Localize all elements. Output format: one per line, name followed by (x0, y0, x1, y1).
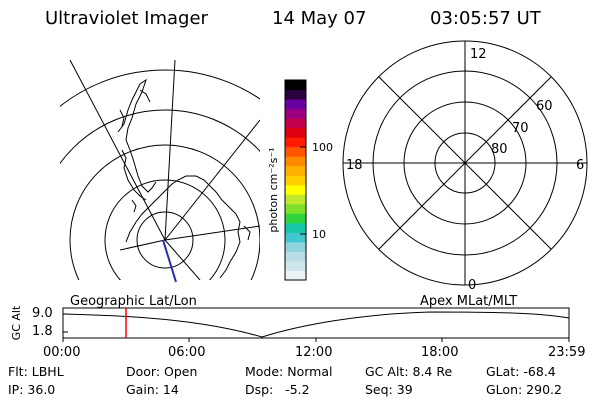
altitude-curve (62, 311, 570, 338)
colorbar-segment (285, 222, 306, 233)
coastline-peninsula (125, 195, 161, 243)
status-filter: Flt: LBHL (8, 364, 64, 379)
status-door: Door: Open (126, 364, 198, 379)
coastline-south-america (117, 78, 157, 193)
apex-label: Apex MLat/MLT (420, 294, 518, 309)
status-gc-alt: GC Alt: 8.4 Re (365, 364, 453, 379)
meridian-line (164, 119, 260, 241)
colorbar-segment (285, 165, 306, 176)
coastline-island (243, 225, 251, 241)
colorbar-segment (285, 80, 306, 91)
x-tick-1800: 18:00 (421, 345, 459, 360)
lat-circle (60, 69, 260, 107)
colorbar-segment (285, 108, 306, 119)
coastline (121, 149, 147, 201)
strip-axis-title: GC Alt (10, 305, 23, 340)
lat-circle (136, 211, 194, 269)
coastline-island (119, 109, 125, 127)
x-tick-1200: 12:00 (295, 345, 333, 360)
polar-label-0: 0 (468, 278, 476, 293)
x-tick-2359: 23:59 (548, 345, 586, 360)
meridian-line (69, 59, 166, 241)
satellite-track (162, 239, 177, 283)
strip-y-top: 9.0 (32, 306, 53, 321)
colorbar-segment (285, 118, 306, 129)
lat-circle (104, 179, 226, 280)
time-label: 03:05:57 UT (430, 8, 541, 29)
status-gain: Gain: 14 (126, 382, 179, 397)
geographic-label: Geographic Lat/Lon (70, 294, 197, 309)
colorbar-segment (285, 194, 306, 205)
date-label: 14 May 07 (272, 8, 367, 29)
meridian-line (164, 225, 260, 241)
meridian-line (164, 239, 201, 280)
colorbar-tick-10: 10 (312, 228, 326, 241)
polar-plot (342, 40, 588, 286)
colorbar-segment (285, 175, 306, 186)
lat-circle (69, 144, 260, 280)
colorbar-tick-100: 100 (312, 141, 333, 154)
meridian-line (164, 59, 176, 241)
colorbar-segment (285, 251, 306, 262)
colorbar-segment (285, 260, 306, 271)
colorbar-segment (285, 156, 306, 167)
status-seq: Seq: 39 (365, 382, 413, 397)
polar-ring-label-70: 70 (512, 121, 529, 136)
instrument-title: Ultraviolet Imager (45, 8, 208, 29)
colorbar-segment (285, 184, 306, 195)
geographic-map (60, 59, 260, 283)
status-mode: Mode: Normal (245, 364, 333, 379)
coastline-island (139, 89, 151, 103)
coastline-antarctica (159, 175, 241, 279)
polar-label-12: 12 (470, 47, 487, 62)
status-glon: GLon: 290.2 (486, 382, 562, 397)
meridian-line (119, 239, 166, 251)
x-tick-0000: 00:00 (43, 345, 81, 360)
colorbar-segment (285, 270, 306, 281)
colorbar-segment (285, 213, 306, 224)
colorbar-segment (285, 127, 306, 138)
colorbar-segment (285, 232, 306, 243)
polar-label-18: 18 (346, 158, 363, 173)
altitude-strip: GC Alt (10, 305, 570, 342)
coastline-island (131, 199, 137, 213)
polar-diagonal (378, 76, 552, 250)
strip-y-bottom: 1.8 (32, 324, 53, 339)
status-dsp: Dsp: -5.2 (245, 382, 310, 397)
colorbar-unit-label: photon cm⁻²s⁻¹ (267, 147, 280, 232)
x-tick-0600: 06:00 (168, 345, 206, 360)
colorbar-segment (285, 99, 306, 110)
colorbar: 100 10 photon cm⁻²s⁻¹ (267, 79, 333, 281)
colorbar-segment (285, 89, 306, 100)
colorbar-segment (285, 241, 306, 252)
polar-ring-label-60: 60 (536, 99, 553, 114)
status-ip: IP: 36.0 (8, 382, 56, 397)
lat-circle (60, 109, 260, 165)
status-glat: GLat: -68.4 (486, 364, 556, 379)
colorbar-segment (285, 146, 306, 157)
colorbar-segment (285, 203, 306, 214)
colorbar-segment (285, 137, 306, 148)
polar-label-6: 6 (576, 158, 584, 173)
polar-ring-label-80: 80 (491, 142, 508, 157)
